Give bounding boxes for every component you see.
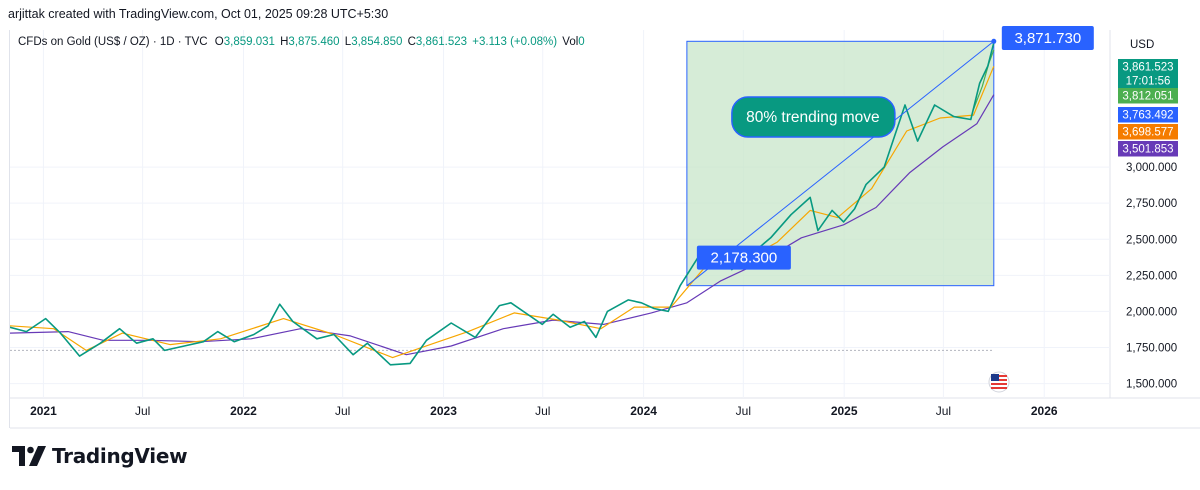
- price-axis-label-box: [1118, 141, 1178, 157]
- price-axis-label: 3,698.577: [1122, 127, 1173, 139]
- time-tick-label: Jul: [335, 404, 350, 418]
- time-axis[interactable]: 2021 Jul 2022 Jul 2023 Jul 2024 Jul 2025 Jul 2026: [30, 404, 1058, 418]
- end-price-label-box[interactable]: [1001, 26, 1094, 50]
- close-label: C: [407, 36, 416, 48]
- open-label: O: [214, 36, 224, 48]
- price-tick-label: 2,250.000: [1126, 270, 1177, 282]
- time-tick-label: 2023: [430, 404, 457, 418]
- time-tick-label: 2022: [230, 404, 257, 418]
- trend-line-end-point: [991, 38, 997, 44]
- price-tick-label: 2,000.000: [1126, 306, 1177, 318]
- end-price-label: 3,871.730: [1014, 30, 1081, 47]
- price-axis-label: 3,812.051: [1122, 91, 1173, 103]
- low-label: L: [344, 36, 352, 48]
- text-bubble[interactable]: [731, 96, 896, 138]
- time-tick-label: 2024: [630, 404, 657, 418]
- us-flag-icon-canton: [991, 374, 999, 381]
- price-tick-label: 3,000.000: [1126, 162, 1177, 174]
- price-axis-currency: USD: [1130, 39, 1154, 51]
- ma-fastest-line[interactable]: [972, 49, 995, 110]
- start-price-label-box[interactable]: [696, 245, 791, 270]
- low-value: 3,854.850: [351, 36, 403, 48]
- grid: [10, 30, 1110, 398]
- annotations[interactable]: 2,178.300 3,871.730 80% trending move: [696, 26, 1094, 393]
- change-value: +3.113 (+0.08%): [472, 36, 558, 48]
- time-tick-label: 2026: [1031, 404, 1058, 418]
- price-axis-label-box: [1118, 88, 1178, 104]
- time-tick-label: Jul: [736, 404, 751, 418]
- open-value: 3,859.031: [223, 36, 275, 48]
- time-tick-label: 2025: [831, 404, 858, 418]
- price-tick-label: 2,750.000: [1126, 198, 1177, 210]
- us-flag-icon-stripe: [991, 387, 1007, 389]
- ma-fast-line[interactable]: [10, 66, 995, 359]
- attribution-text: arjittak created with TradingView.com, O…: [8, 7, 389, 21]
- price-axis-label: 3,501.853: [1122, 144, 1173, 156]
- price-tick-label: 1,750.000: [1126, 342, 1177, 354]
- last-price-label-box: [1118, 59, 1178, 89]
- text-bubble-label: 80% trending move: [746, 109, 880, 126]
- symbol-title[interactable]: CFDs on Gold (US$ / OZ) · 1D · TVC: [18, 36, 208, 48]
- tradingview-logo-text: TradingView: [52, 444, 188, 468]
- time-tick-label: Jul: [535, 404, 550, 418]
- close-value: 3,861.523: [415, 36, 468, 48]
- ohlc-legend: CFDs on Gold (US$ / OZ) · 1D · TVC O3,85…: [18, 36, 585, 48]
- time-tick-label: 2021: [30, 404, 57, 418]
- tradingview-logo-icon: [12, 446, 46, 466]
- price-line[interactable]: [10, 42, 995, 366]
- price-axis-label: 3,861.523: [1122, 62, 1173, 74]
- time-tick-label: Jul: [135, 404, 150, 418]
- start-price-label: 2,178.300: [711, 250, 778, 267]
- high-value: 3,875.460: [288, 36, 340, 48]
- trend-line[interactable]: [686, 40, 995, 287]
- us-flag-icon[interactable]: [988, 371, 1010, 393]
- volume-label: Vol: [562, 36, 579, 48]
- us-flag-icon-stripe: [991, 383, 1007, 385]
- price-axis-label: 3,763.492: [1122, 110, 1173, 122]
- high-label: H: [280, 36, 289, 48]
- price-axis-label-box: [1118, 107, 1178, 123]
- price-axis-label: 17:01:56: [1126, 76, 1171, 88]
- price-axis[interactable]: 3,000.000 2,750.000 2,500.000 2,250.000 2,00…: [1118, 59, 1178, 391]
- time-tick-label: Jul: [936, 404, 951, 418]
- tradingview-logo[interactable]: TradingView: [12, 442, 188, 470]
- price-tick-label: 2,500.000: [1126, 234, 1177, 246]
- price-axis-label-box: [1118, 124, 1178, 140]
- volume-value: 0: [578, 36, 585, 48]
- price-tick-label: 1,500.000: [1126, 379, 1177, 391]
- plot-area[interactable]: [10, 40, 995, 366]
